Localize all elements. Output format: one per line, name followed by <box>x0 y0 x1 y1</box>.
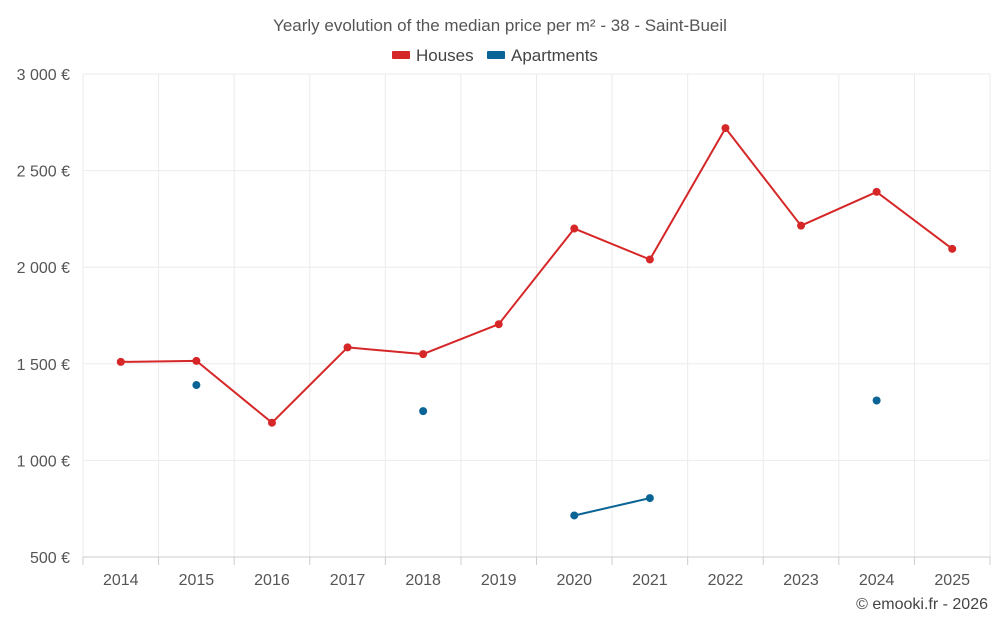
series-houses <box>116 124 957 427</box>
data-point-apartments-2018[interactable] <box>419 407 428 416</box>
data-point-houses-2025[interactable] <box>948 244 957 253</box>
x-tick-label: 2016 <box>254 572 290 589</box>
data-point-houses-2018[interactable] <box>419 350 428 359</box>
x-tick-label: 2024 <box>859 572 895 589</box>
data-point-houses-2021[interactable] <box>645 255 654 264</box>
data-point-houses-2022[interactable] <box>721 124 730 133</box>
legend-item-apartments[interactable]: Apartments <box>487 46 598 65</box>
x-tick-label: 2017 <box>330 572 366 589</box>
x-tick-label: 2025 <box>934 572 970 589</box>
data-point-houses-2017[interactable] <box>343 343 352 352</box>
x-tick-label: 2020 <box>556 572 592 589</box>
data-point-houses-2015[interactable] <box>192 356 201 365</box>
x-axis: 2014 2015 2016 2017 2018 2019 2020 2021 2022 2023… <box>82 556 991 589</box>
x-tick-label: 2015 <box>179 572 215 589</box>
data-point-apartments-2015[interactable] <box>192 381 201 390</box>
legend-swatch <box>487 51 505 59</box>
series-apartments <box>192 381 881 520</box>
data-point-houses-2020[interactable] <box>570 224 579 233</box>
y-tick-label: 2 000 € <box>17 260 70 277</box>
data-point-houses-2014[interactable] <box>116 357 125 366</box>
grid-lines <box>82 73 991 557</box>
data-point-apartments-2021[interactable] <box>645 494 654 503</box>
data-point-houses-2016[interactable] <box>267 418 276 427</box>
series-line-apartments <box>573 497 651 517</box>
series-layer <box>116 124 957 520</box>
credit-text: © emooki.fr - 2026 <box>856 596 988 613</box>
x-tick-label: 2019 <box>481 572 517 589</box>
legend-label: Apartments <box>511 46 598 65</box>
x-tick-label: 2018 <box>405 572 441 589</box>
y-axis: 500 € 1 000 € 1 500 € 2 000 € 2 500 € 3 000 € <box>17 67 70 567</box>
data-point-apartments-2024[interactable] <box>872 396 881 405</box>
y-tick-label: 1 000 € <box>17 453 70 470</box>
data-point-houses-2024[interactable] <box>872 187 881 196</box>
x-tick-label: 2014 <box>103 572 139 589</box>
y-tick-label: 1 500 € <box>17 357 70 374</box>
series-line-houses <box>119 127 954 424</box>
legend: Houses Apartments <box>392 46 598 65</box>
legend-item-houses[interactable]: Houses <box>392 46 474 65</box>
chart-title: Yearly evolution of the median price per… <box>273 16 727 35</box>
y-tick-label: 500 € <box>30 550 70 567</box>
data-point-houses-2023[interactable] <box>797 221 806 230</box>
y-tick-label: 3 000 € <box>17 67 70 84</box>
data-point-apartments-2020[interactable] <box>570 511 579 520</box>
x-tick-label: 2023 <box>783 572 819 589</box>
x-tick-label: 2022 <box>708 572 744 589</box>
legend-label: Houses <box>416 46 474 65</box>
y-tick-label: 2 500 € <box>17 164 70 181</box>
x-tick-label: 2021 <box>632 572 668 589</box>
legend-swatch <box>392 51 410 59</box>
data-point-houses-2019[interactable] <box>494 320 503 329</box>
